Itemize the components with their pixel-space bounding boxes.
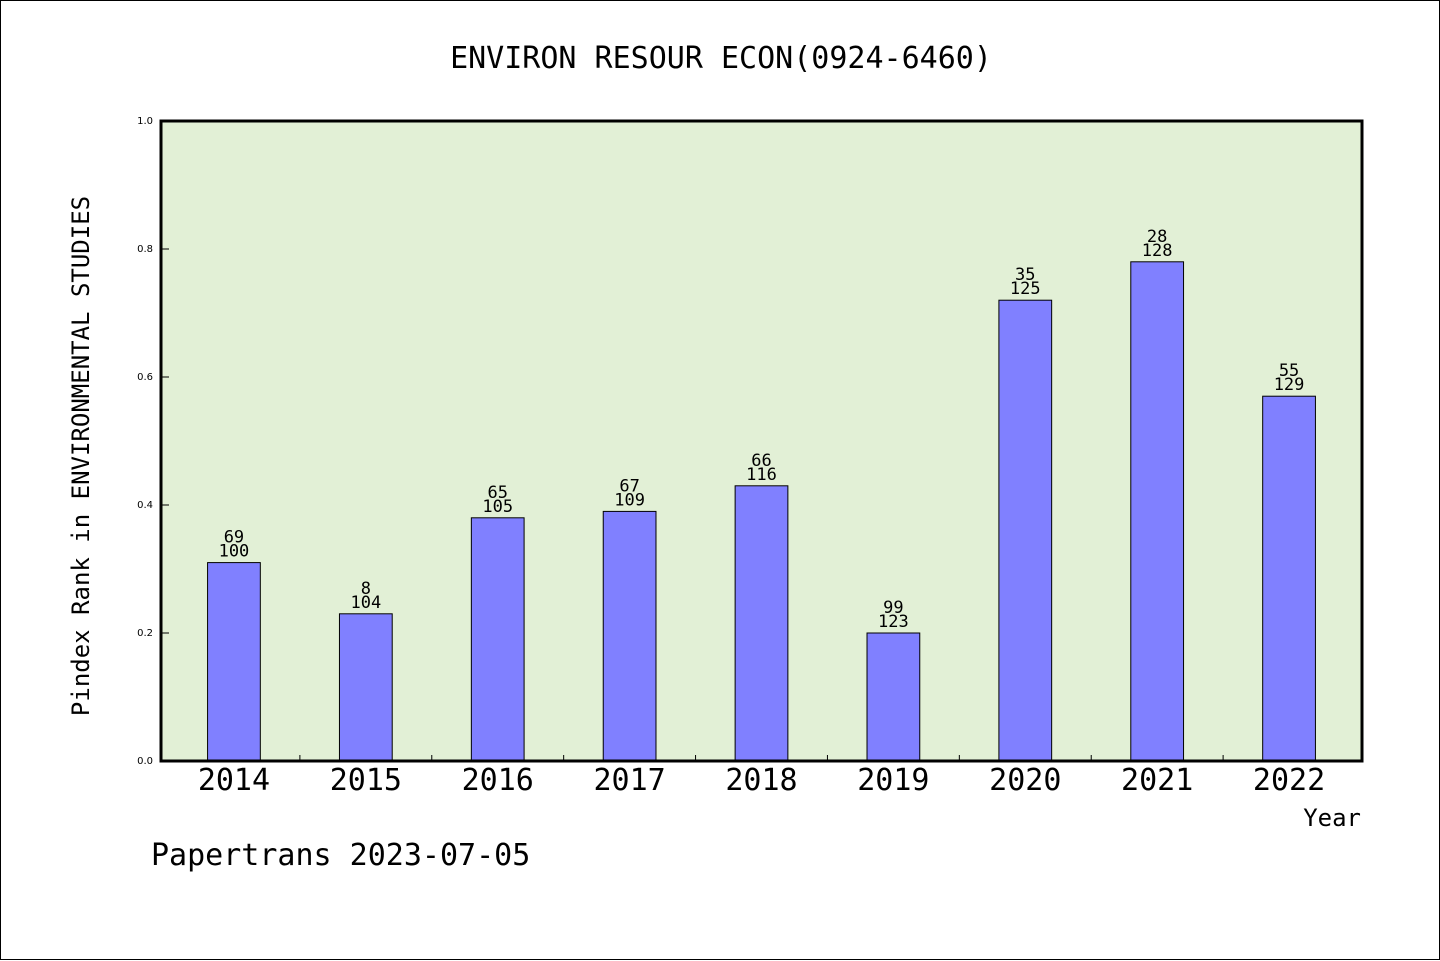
data-label-bottom-2015: 104 <box>350 593 381 613</box>
data-label-top-2014: 69 <box>224 528 244 548</box>
y-tick-label: 0.0 <box>137 756 153 767</box>
bar-2015 <box>338 613 393 762</box>
data-label-top-2017: 67 <box>619 476 639 496</box>
data-label-bottom-2018: 116 <box>746 465 777 485</box>
y-tick-label: 0.2 <box>137 628 153 639</box>
bar-2018 <box>734 485 789 762</box>
bar-2022 <box>1262 395 1316 762</box>
x-tick-label-2015: 2015 <box>330 763 402 798</box>
data-label-top-2021: 28 <box>1147 227 1167 247</box>
x-tick-label-2021: 2021 <box>1121 763 1193 798</box>
plot-border <box>159 119 1364 763</box>
bar-2019 <box>866 632 921 762</box>
data-label-top-2019: 99 <box>883 598 903 618</box>
data-label-bottom-2022: 129 <box>1274 375 1305 395</box>
y-tick-label: 0.6 <box>137 372 153 383</box>
data-label-bottom-2016: 105 <box>482 497 513 517</box>
data-label-top-2018: 66 <box>751 451 771 471</box>
x-axis-label: Year <box>1303 804 1361 832</box>
x-tick-label-2016: 2016 <box>462 763 534 798</box>
x-tick-label-2020: 2020 <box>989 763 1061 798</box>
data-label-top-2015: 8 <box>361 579 371 599</box>
bars-layer <box>207 261 1316 762</box>
y-tick-label: 1.0 <box>137 116 153 127</box>
footer-text: Papertrans 2023-07-05 <box>151 838 530 873</box>
x-tick-label-2022: 2022 <box>1253 763 1325 798</box>
data-label-bottom-2020: 125 <box>1010 279 1041 299</box>
x-tick-label-2018: 2018 <box>725 763 797 798</box>
data-label-bottom-2014: 100 <box>219 542 250 562</box>
x-tick-label-2017: 2017 <box>593 763 665 798</box>
bar-2021 <box>1130 261 1185 762</box>
data-label-bottom-2021: 128 <box>1142 241 1173 261</box>
data-label-bottom-2019: 123 <box>878 612 909 632</box>
data-label-top-2020: 35 <box>1015 265 1035 285</box>
bar-2016 <box>470 517 525 762</box>
data-label-bottom-2017: 109 <box>614 490 645 510</box>
bar-2014 <box>207 562 261 762</box>
x-tick-label-2019: 2019 <box>857 763 929 798</box>
bar-2017 <box>602 510 657 762</box>
bar-2020 <box>998 299 1053 762</box>
x-tick-label-2014: 2014 <box>198 763 270 798</box>
chart-title: ENVIRON RESOUR ECON(0924-6460) <box>450 41 992 76</box>
y-tick-label: 0.4 <box>137 500 153 511</box>
data-label-top-2022: 55 <box>1279 361 1299 381</box>
y-axis-label: Pindex Rank in ENVIRONMENTAL STUDIES <box>67 196 95 716</box>
data-label-top-2016: 65 <box>487 483 507 503</box>
y-tick-label: 0.8 <box>137 244 153 255</box>
x-axis: 2014 2015 2016 2017 2018 2019 2020 2021 2022 <box>198 755 1325 798</box>
